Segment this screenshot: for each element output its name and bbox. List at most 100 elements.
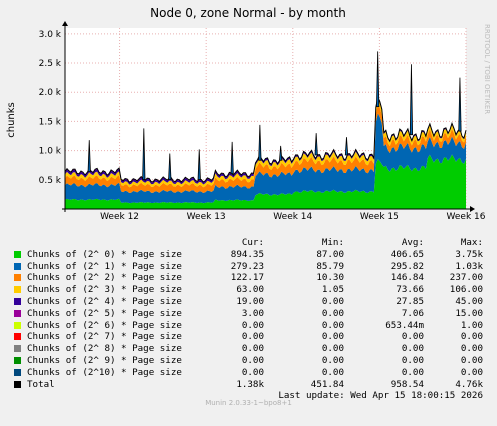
legend-max: 0.00 <box>460 331 483 343</box>
legend-swatch <box>14 356 21 364</box>
legend-max: 237.00 <box>449 272 483 284</box>
legend-max: 4.76k <box>455 378 483 390</box>
x-tick-label: Week 12 <box>100 212 139 222</box>
spike <box>279 145 283 161</box>
y-axis-arrow <box>62 21 68 26</box>
col-cur-header: Cur: <box>241 237 264 248</box>
legend-row: Chunks of (2^ 3) * Page size 63.00 1.05 73.… <box>0 284 497 296</box>
spike <box>142 128 146 180</box>
spike <box>197 149 201 180</box>
chart: Node 0, zone Normal - by month chunks RR… <box>6 6 491 222</box>
legend: Cur: Min: Avg: Max: Chunks of (2^ 0) * P… <box>0 237 497 402</box>
legend-min: 1.05 <box>321 284 344 296</box>
legend-row: Chunks of (2^ 9) * Page size 0.00 0.00 0.00… <box>0 355 497 367</box>
legend-cur: 894.35 <box>230 248 264 260</box>
x-tick-label: Week 13 <box>187 212 226 222</box>
legend-min: 0.00 <box>321 295 344 307</box>
legend-cur: 0.00 <box>241 343 264 355</box>
legend-cur: 122.17 <box>230 272 264 284</box>
legend-avg: 0.00 <box>401 343 424 355</box>
spike <box>230 141 234 175</box>
legend-cur: 279.23 <box>230 260 264 272</box>
legend-swatch <box>14 368 21 376</box>
col-max-header: Max: <box>460 237 483 248</box>
legend-max: 1.00 <box>460 319 483 331</box>
spike <box>409 64 414 136</box>
y-tick-label: 2.5 k <box>39 59 62 69</box>
legend-name: Chunks of (2^ 4) * Page size <box>27 295 182 307</box>
legend-row: Chunks of (2^ 6) * Page size 0.00 0.00 653.… <box>0 320 497 332</box>
legend-avg: 0.00 <box>401 331 424 343</box>
legend-name: Chunks of (2^ 3) * Page size <box>27 284 182 296</box>
legend-name: Chunks of (2^ 7) * Page size <box>27 331 182 343</box>
spike <box>168 153 172 180</box>
legend-cur: 0.00 <box>241 354 264 366</box>
legend-min: 85.79 <box>316 260 344 272</box>
legend-max: 45.00 <box>455 295 483 307</box>
total-line <box>64 95 467 183</box>
legend-name: Chunks of (2^ 0) * Page size <box>27 248 182 260</box>
legend-avg: 27.85 <box>396 295 424 307</box>
legend-row: Chunks of (2^ 7) * Page size 0.00 0.00 0.00… <box>0 331 497 343</box>
y-axis-label: chunks <box>6 102 17 138</box>
legend-max: 0.00 <box>460 343 483 355</box>
legend-avg: 0.00 <box>401 354 424 366</box>
spike <box>87 140 91 173</box>
col-min-header: Min: <box>321 237 344 248</box>
legend-cur: 0.00 <box>241 366 264 378</box>
legend-avg: 0.00 <box>401 366 424 378</box>
area-layer-0 <box>65 154 466 209</box>
legend-name: Chunks of (2^ 9) * Page size <box>27 354 182 366</box>
legend-min: 0.00 <box>321 354 344 366</box>
y-tick-label: 1.0 k <box>39 147 62 157</box>
area-layer-1 <box>65 113 466 204</box>
legend-cur: 3.00 <box>241 307 264 319</box>
legend-min: 0.00 <box>321 366 344 378</box>
spike <box>258 124 262 161</box>
y-tick-label: 2.0 k <box>39 88 62 98</box>
spike <box>344 137 349 156</box>
legend-avg: 958.54 <box>390 378 424 390</box>
x-tick-label: Week 16 <box>447 212 486 222</box>
legend-row: Chunks of (2^10) * Page size 0.00 0.00 0.00… <box>0 367 497 379</box>
legend-avg: 7.06 <box>401 307 424 319</box>
legend-row: Total 1.38k 451.84 958.54 4.76k <box>0 379 497 391</box>
legend-row: Chunks of (2^ 1) * Page size 279.23 85.79 2… <box>0 261 497 273</box>
legend-swatch <box>14 333 21 341</box>
spike <box>458 77 462 132</box>
legend-row: Chunks of (2^ 4) * Page size 19.00 0.00 27.… <box>0 296 497 308</box>
legend-name: Chunks of (2^ 5) * Page size <box>27 307 182 319</box>
spike <box>376 51 380 108</box>
y-tick-label: 3.0 k <box>39 30 62 40</box>
legend-row: Chunks of (2^ 5) * Page size 3.00 0.00 7.06… <box>0 308 497 320</box>
legend-name: Chunks of (2^ 8) * Page size <box>27 343 182 355</box>
legend-min: 451.84 <box>310 378 344 390</box>
legend-avg: 73.66 <box>396 284 424 296</box>
legend-cur: 1.38k <box>236 378 264 390</box>
legend-min: 87.00 <box>316 248 344 260</box>
legend-name: Chunks of (2^ 6) * Page size <box>27 319 182 331</box>
spike <box>314 133 318 156</box>
legend-min: 0.00 <box>321 319 344 331</box>
legend-swatch <box>14 274 21 282</box>
last-update: Last update: Wed Apr 15 18:00:15 2026 <box>278 390 483 402</box>
legend-header: Cur: Min: Avg: Max: <box>0 237 497 249</box>
legend-cur: 0.00 <box>241 331 264 343</box>
legend-avg: 295.82 <box>390 260 424 272</box>
x-axis-arrow <box>470 206 475 212</box>
y-tick-label: 1.5 k <box>39 117 62 127</box>
legend-max: 1.03k <box>455 260 483 272</box>
legend-row: Chunks of (2^ 8) * Page size 0.00 0.00 0.00… <box>0 343 497 355</box>
legend-cur: 63.00 <box>236 284 264 296</box>
col-avg-header: Avg: <box>401 237 424 248</box>
legend-avg: 406.65 <box>390 248 424 260</box>
legend-swatch <box>14 297 21 305</box>
munin-version: Munin 2.0.33-1~bpo8+1 <box>205 399 292 407</box>
legend-max: 106.00 <box>449 284 483 296</box>
legend-swatch <box>14 262 21 270</box>
legend-name: Chunks of (2^ 2) * Page size <box>27 272 182 284</box>
legend-max: 15.00 <box>455 307 483 319</box>
legend-avg: 146.84 <box>390 272 424 284</box>
legend-max: 0.00 <box>460 354 483 366</box>
legend-swatch <box>14 309 21 317</box>
